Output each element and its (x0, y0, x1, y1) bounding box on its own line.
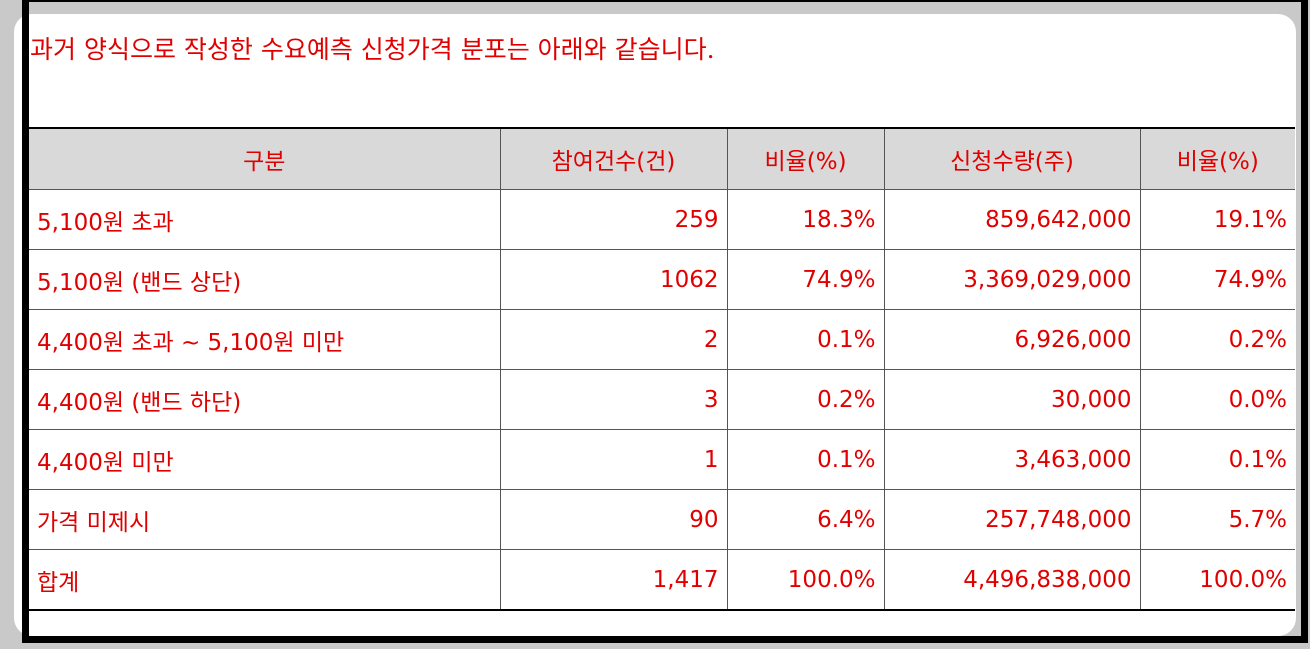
table-body: 5,100원 초과 259 18.3% 859,642,000 19.1% 5,100원 … (29, 189, 1295, 611)
table-cell: 30,000 (883, 369, 1141, 430)
table: 구분 참여건수(건) 비율(%) 신청수량(주) 비율(%) 5,100원 초과 259 1… (29, 127, 1295, 611)
header-row: 구분 참여건수(건) 비율(%) 신청수량(주) 비율(%) (29, 127, 1295, 190)
table-cell: 4,496,838,000 (883, 549, 1141, 611)
table-row: 가격 미제시 90 6.4% 257,748,000 5.7% (29, 489, 1295, 550)
table-cell: 5,100원 초과 (29, 189, 501, 250)
table-cell: 90 (499, 489, 728, 550)
table-cell: 859,642,000 (883, 189, 1141, 250)
table-cell: 100.0% (1139, 549, 1295, 611)
table-row: 5,100원 초과 259 18.3% 859,642,000 19.1% (29, 189, 1295, 250)
table-cell: 18.3% (726, 189, 885, 250)
table-row: 합계 1,417 100.0% 4,496,838,000 100.0% (29, 549, 1295, 611)
table-cell: 19.1% (1139, 189, 1295, 250)
table-cell: 0.0% (1139, 369, 1295, 430)
title: 과거 양식으로 작성한 수요예측 신청가격 분포는 아래와 같습니다. (30, 35, 715, 64)
table-row: 5,100원 (밴드 상단) 1062 74.9% 3,369,029,000 74.9… (29, 249, 1295, 310)
table-cell: 0.1% (1139, 429, 1295, 490)
table-row: 4,400원 미만 1 0.1% 3,463,000 0.1% (29, 429, 1295, 490)
table-cell: 2 (499, 309, 728, 370)
frame (22, 0, 1308, 643)
table-cell: 3,369,029,000 (883, 249, 1141, 310)
table-cell: 4,400원 미만 (29, 429, 501, 490)
table-cell: 0.2% (1139, 309, 1295, 370)
table-cell: 3 (499, 369, 728, 430)
table-cell: 0.1% (726, 429, 885, 490)
table-row: 4,400원 초과 ~ 5,100원 미만 2 0.1% 6,926,000 0.2% (29, 309, 1295, 370)
table-cell: 3,463,000 (883, 429, 1141, 490)
table-cell: 가격 미제시 (29, 489, 501, 550)
table-cell: 1062 (499, 249, 728, 310)
table-cell: 1 (499, 429, 728, 490)
table-row: 4,400원 (밴드 하단) 3 0.2% 30,000 0.0% (29, 369, 1295, 430)
column-header: 참여건수(건) (499, 127, 728, 190)
column-header: 구분 (29, 127, 501, 190)
table-cell: 257,748,000 (883, 489, 1141, 550)
table-cell: 합계 (29, 549, 501, 611)
table-cell: 6,926,000 (883, 309, 1141, 370)
table-cell: 4,400원 (밴드 하단) (29, 369, 501, 430)
column-header: 신청수량(주) (883, 127, 1141, 190)
column-header: 비율(%) (726, 127, 885, 190)
table-cell: 4,400원 초과 ~ 5,100원 미만 (29, 309, 501, 370)
table-cell: 0.1% (726, 309, 885, 370)
table-cell: 100.0% (726, 549, 885, 611)
table-cell: 1,417 (499, 549, 728, 611)
table-cell: 5,100원 (밴드 상단) (29, 249, 501, 310)
table-cell: 5.7% (1139, 489, 1295, 550)
